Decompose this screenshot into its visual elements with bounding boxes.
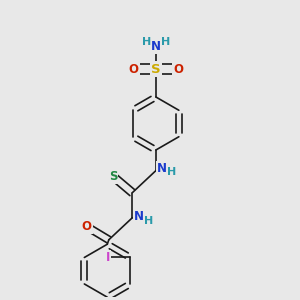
Text: N: N — [151, 40, 161, 53]
Text: H: H — [142, 37, 151, 46]
Text: N: N — [158, 162, 167, 175]
Text: O: O — [82, 220, 92, 233]
Text: S: S — [109, 170, 117, 183]
Text: H: H — [161, 37, 170, 46]
Text: N: N — [134, 210, 144, 223]
Text: H: H — [167, 167, 177, 177]
Text: H: H — [144, 216, 153, 226]
Text: O: O — [129, 62, 139, 76]
Text: O: O — [173, 62, 183, 76]
Text: I: I — [106, 251, 110, 264]
Text: S: S — [151, 62, 161, 76]
